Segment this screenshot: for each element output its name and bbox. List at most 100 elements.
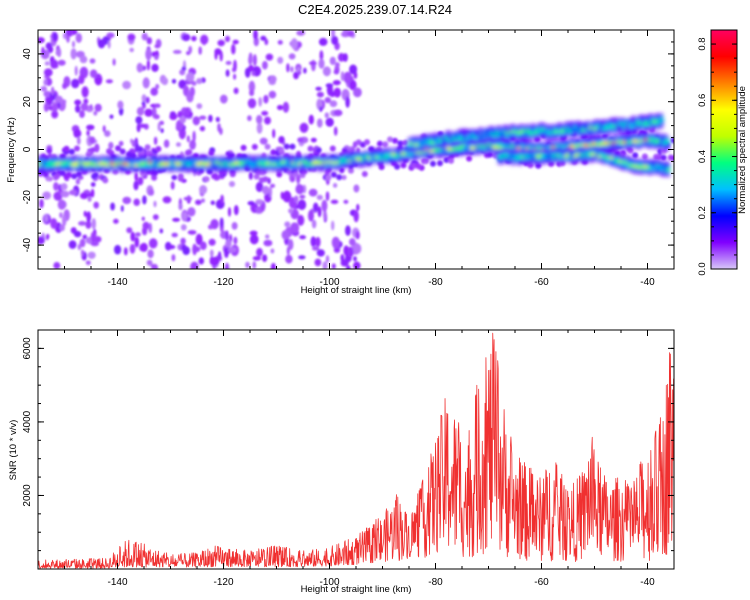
- noise-blob: [224, 35, 231, 43]
- noise-blob: [331, 263, 336, 269]
- noise-blob: [269, 75, 277, 84]
- noise-blob: [202, 35, 206, 46]
- noise-blob: [297, 137, 304, 143]
- noise-blob: [57, 47, 62, 58]
- noise-blob: [340, 259, 349, 267]
- noise-blob: [346, 265, 351, 269]
- halo-blob: [203, 176, 210, 183]
- noise-blob: [59, 212, 63, 219]
- noise-blob: [270, 183, 276, 188]
- noise-blob: [353, 184, 360, 193]
- noise-blob: [353, 87, 362, 98]
- noise-blob: [315, 86, 322, 91]
- halo-blob: [115, 145, 121, 152]
- noise-blob: [356, 203, 360, 212]
- noise-blob: [218, 251, 222, 260]
- noise-blob: [60, 190, 70, 198]
- noise-blob: [219, 127, 223, 135]
- halo-blob: [262, 176, 269, 183]
- noise-blob: [187, 207, 196, 217]
- ridge-blob: [260, 160, 265, 165]
- noise-blob: [281, 230, 290, 240]
- noise-blob: [355, 230, 360, 240]
- noise-blob: [324, 112, 329, 119]
- snr-y-ticks: 2000 4000 6000: [22, 329, 674, 570]
- x-tick-label: -60: [534, 577, 549, 588]
- noise-blob: [195, 199, 202, 205]
- noise-blob: [150, 87, 158, 96]
- halo-blob: [68, 148, 75, 155]
- x-tick-label: -120: [213, 577, 233, 588]
- noise-blob: [209, 249, 214, 257]
- noise-blob: [270, 248, 275, 254]
- noise-blob: [219, 217, 224, 228]
- halo-blob: [632, 152, 639, 159]
- noise-blob: [76, 136, 81, 145]
- ridge-blob: [426, 141, 430, 145]
- colorbar-tick-label: 0.4: [697, 150, 708, 163]
- halo-blob: [466, 155, 473, 162]
- ridge-blob: [609, 156, 614, 160]
- noise-blob: [141, 94, 147, 103]
- noise-blob: [38, 236, 45, 245]
- noise-blob: [82, 234, 88, 240]
- noise-blob: [80, 102, 89, 111]
- noise-blob: [188, 45, 193, 54]
- noise-blob: [72, 40, 75, 48]
- noise-blob: [325, 255, 330, 263]
- noise-blob: [51, 110, 59, 119]
- halo-blob: [330, 171, 337, 178]
- halo-blob: [448, 157, 455, 164]
- noise-blob: [74, 99, 82, 106]
- noise-blob: [172, 49, 182, 54]
- halo-blob: [137, 146, 144, 153]
- colorbar: 0.0 0.2 0.4 0.6 0.8 Normalized spectral ampl…: [697, 29, 748, 276]
- colorbar-ticks: 0.0 0.2 0.4 0.6 0.8: [697, 37, 737, 276]
- noise-blob: [329, 100, 338, 108]
- noise-blob: [107, 40, 111, 49]
- noise-blob: [91, 218, 97, 230]
- noise-blob: [299, 122, 309, 133]
- ridge-blob: [604, 155, 609, 159]
- noise-blob: [249, 234, 259, 245]
- noise-blob: [61, 215, 67, 227]
- noise-blob: [323, 209, 327, 221]
- noise-blob: [308, 209, 314, 222]
- noise-blob: [142, 77, 150, 89]
- noise-blob: [285, 254, 293, 264]
- halo-blob: [329, 145, 336, 152]
- halo-blob: [387, 136, 393, 143]
- noise-blob: [284, 221, 291, 228]
- noise-blob: [201, 198, 205, 203]
- noise-blob: [335, 62, 340, 68]
- noise-blob: [145, 96, 150, 104]
- noise-blob: [89, 69, 98, 78]
- noise-blob: [341, 175, 347, 180]
- noise-blob: [228, 181, 236, 187]
- noise-blob: [277, 56, 284, 64]
- noise-blob: [249, 230, 258, 236]
- noise-blob: [144, 108, 153, 117]
- noise-blob: [290, 66, 294, 73]
- noise-blob: [49, 91, 57, 101]
- noise-blob: [288, 208, 294, 214]
- noise-blob: [141, 216, 145, 221]
- noise-blob: [317, 206, 322, 218]
- noise-blob: [130, 231, 136, 242]
- ridge-blob: [462, 136, 466, 140]
- noise-blob: [314, 258, 322, 267]
- ridge-blob: [71, 163, 77, 167]
- halo-blob: [394, 163, 401, 170]
- ridge-blob: [665, 140, 670, 144]
- halo-blob: [145, 150, 152, 157]
- halo-blob: [411, 162, 417, 169]
- noise-blob: [136, 106, 145, 116]
- noise-blob: [153, 200, 157, 208]
- noise-blob: [343, 71, 353, 84]
- noise-blob: [318, 58, 325, 69]
- ridge-blob: [300, 162, 305, 166]
- noise-blob: [62, 82, 68, 90]
- noise-blob: [337, 52, 345, 62]
- noise-blob: [199, 115, 207, 120]
